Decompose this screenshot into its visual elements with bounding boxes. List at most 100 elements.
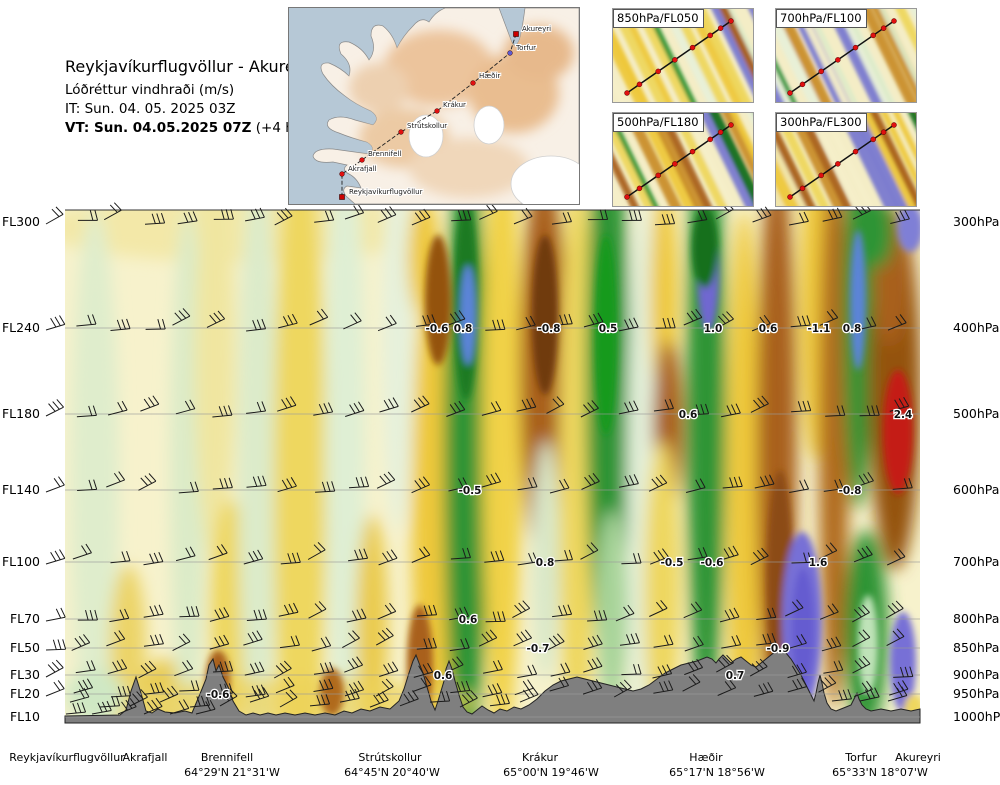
- wind-barb: [379, 397, 399, 413]
- panel-route-dot: [689, 44, 696, 51]
- contour-labels: -0.6 0.8 -0.8 0.5 1.0 0.6 -1.1 0.8 0.6 2.4 -0.5 -0.…: [205, 322, 913, 703]
- wind-barb: [450, 547, 471, 560]
- panel-route-dot: [852, 44, 859, 51]
- panel-route-dot: [624, 90, 630, 96]
- wind-barb: [683, 308, 703, 326]
- wind-barb: [411, 208, 431, 226]
- wind-barb: [785, 599, 804, 617]
- wind-barb: [852, 604, 870, 623]
- contour-label: -0.7: [527, 643, 550, 655]
- contour-label: 0.6: [759, 323, 778, 335]
- route-waypoint-marker: [507, 50, 513, 56]
- panel-route-dot: [818, 68, 824, 75]
- map-point-label: Hæðir: [479, 72, 500, 80]
- panel-route-dot: [787, 90, 793, 96]
- wind-barb: [886, 548, 906, 566]
- wind-barb: [106, 630, 126, 647]
- wind-barb: [489, 693, 510, 707]
- wind-barb: [859, 687, 880, 702]
- wind-barb: [893, 666, 914, 678]
- level-panel-850hpa: 850hPa/FL050: [612, 8, 754, 103]
- wind-barb: [517, 552, 538, 566]
- wind-barb: [274, 207, 293, 226]
- wind-barb: [144, 213, 166, 225]
- wind-barb: [682, 674, 701, 692]
- wind-barb: [413, 662, 434, 678]
- wind-barb: [411, 395, 430, 413]
- panel-route-dot: [870, 32, 876, 39]
- wind-barb: [76, 405, 97, 418]
- wind-barb: [313, 661, 334, 675]
- wind-barb: [551, 211, 572, 225]
- wind-barb: [369, 691, 389, 708]
- wind-barb: [517, 664, 538, 679]
- wind-barb: [278, 313, 298, 329]
- wind-barb: [719, 545, 739, 561]
- wind-barb: [856, 316, 877, 331]
- wind-barb: [821, 636, 842, 652]
- wind-barb: [279, 635, 300, 649]
- wind-barb: [852, 629, 871, 648]
- wind-barb: [683, 601, 703, 619]
- wind-barb: [377, 314, 397, 332]
- contour-label: -0.5: [459, 485, 482, 497]
- wind-barb: [416, 637, 437, 650]
- wind-barb: [446, 310, 466, 327]
- wind-barb: [72, 543, 92, 560]
- wind-barb: [889, 680, 909, 696]
- panel-route-dot: [835, 57, 841, 63]
- wind-barb: [789, 211, 809, 226]
- wind-barb: [516, 315, 536, 331]
- map-point-label: Brennifell: [368, 150, 401, 158]
- wind-barb: [754, 474, 775, 489]
- wind-barb: [345, 401, 365, 417]
- route-waypoint-marker: [434, 108, 440, 114]
- contour-label: -0.5: [661, 557, 684, 569]
- glacier-langjokull: [408, 114, 444, 158]
- wind-barb: [344, 203, 365, 220]
- wind-barb: [219, 688, 238, 707]
- wind-barb: [621, 663, 642, 676]
- map-point-label: Torfur: [515, 44, 536, 52]
- station-coordinates: 65°33'N 18°07'W: [832, 766, 928, 779]
- wind-barb: [339, 688, 360, 703]
- flight-level-label: FL140: [1, 482, 40, 497]
- panel-route-dot: [852, 148, 859, 155]
- wind-barb: [791, 400, 812, 413]
- level-panel-500hpa: 500hPa/FL180: [612, 112, 754, 207]
- wind-barb: [583, 634, 603, 650]
- wind-barb: [378, 549, 398, 566]
- panel-route-dot: [672, 161, 678, 167]
- wind-barb: [346, 608, 367, 623]
- wind-barb: [859, 405, 880, 417]
- wind-barb: [750, 395, 769, 413]
- level-panel-label: 700hPa/FL100: [776, 9, 867, 28]
- wind-barb: [212, 660, 234, 673]
- wind-barb: [685, 478, 706, 493]
- wind-barb: [348, 476, 370, 489]
- pressure-level-label: 300hPa: [953, 214, 1000, 229]
- wind-barb: [73, 678, 94, 694]
- wind-barb: [652, 664, 673, 679]
- flight-level-label: FL100: [1, 554, 40, 569]
- wind-barb: [246, 609, 267, 621]
- wind-barb: [448, 477, 469, 492]
- wind-barb: [110, 550, 131, 564]
- wind-barb: [654, 213, 676, 226]
- wind-barb: [109, 608, 130, 623]
- station-name: Reykjavíkurflugvöllur: [9, 751, 125, 764]
- panel-route-dot: [717, 129, 724, 135]
- wind-barb: [143, 552, 164, 566]
- wind-barb: [552, 549, 573, 562]
- wind-barb: [885, 600, 904, 619]
- contour-label: 0.8: [536, 557, 555, 569]
- wind-barb: [179, 680, 200, 692]
- wind-barb: [106, 471, 126, 488]
- wind-barb: [178, 481, 199, 494]
- station-coordinates: 65°17'N 18°56'W: [669, 766, 765, 779]
- panel-route-dot: [717, 25, 724, 31]
- flight-level-axis: FL300 FL240 FL180 FL140 FL100 FL70 FL50 FL30 FL2…: [0, 0, 40, 785]
- pressure-level-label: 400hPa: [953, 320, 1000, 335]
- wind-barb: [376, 471, 396, 489]
